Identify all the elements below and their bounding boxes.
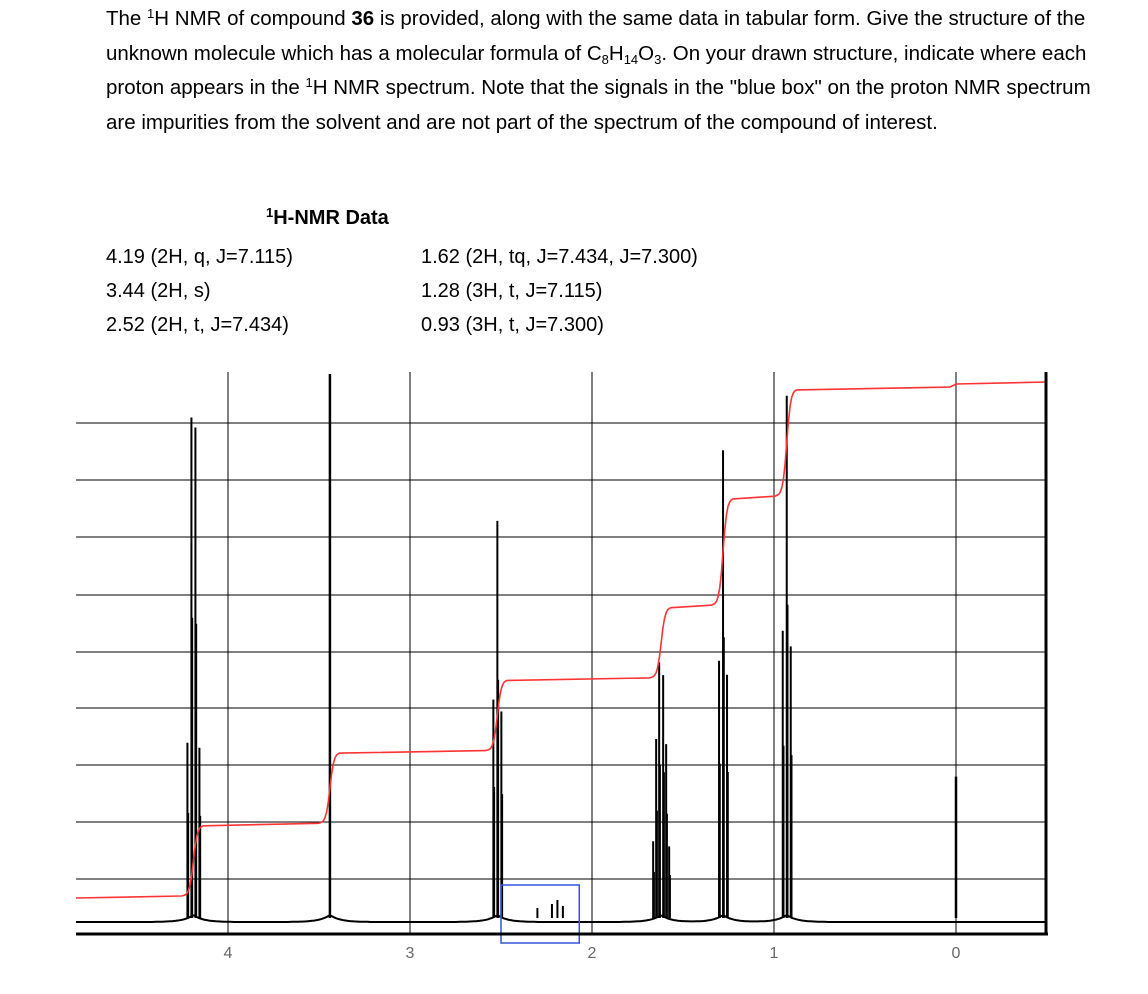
spectrum-baseline xyxy=(76,913,1046,923)
x-tick-label: 4 xyxy=(224,945,233,962)
nmr-data-row: 3.44 (2H, s) xyxy=(106,280,211,302)
nmr-data-right-column: 1.62 (2H, tq, J=7.434, J=7.300) 1.28 (3H… xyxy=(421,240,698,342)
question-text: The 1H NMR of compound 36 is provided, a… xyxy=(106,6,1091,134)
nmr-data-row: 4.19 (2H, q, J=7.115) xyxy=(106,246,293,268)
nmr-data-row: 0.93 (3H, t, J=7.300) xyxy=(421,314,604,336)
compound-number: 36 xyxy=(351,7,375,30)
integration-curve xyxy=(75,381,1047,899)
x-tick-label: 0 xyxy=(952,945,961,962)
impurity-blue-box xyxy=(500,884,581,944)
nmr-data-row: 2.52 (2H, t, J=7.434) xyxy=(106,314,289,336)
x-tick-label: 2 xyxy=(588,945,597,962)
nmr-data-row: 1.28 (3H, t, J=7.115) xyxy=(421,280,603,302)
nmr-data-row: 1.62 (2H, tq, J=7.434, J=7.300) xyxy=(421,246,698,268)
x-tick-label: 3 xyxy=(406,945,415,962)
nmr-data-title: 1H-NMR Data xyxy=(266,205,389,229)
nmr-data-left-column: 4.19 (2H, q, J=7.115) 3.44 (2H, s) 2.52 … xyxy=(106,240,293,342)
x-tick-label: 1 xyxy=(770,945,779,962)
